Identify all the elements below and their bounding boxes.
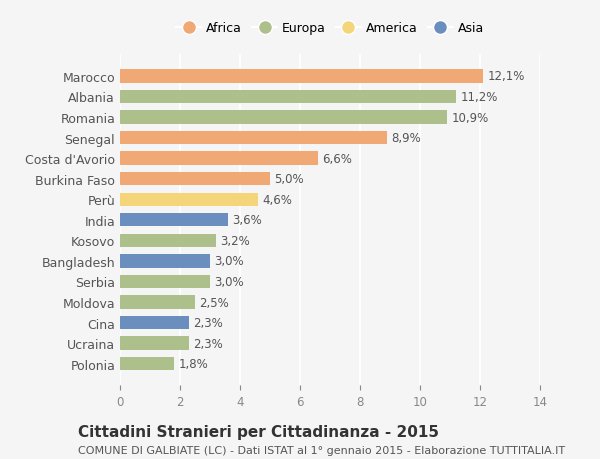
Legend: Africa, Europa, America, Asia: Africa, Europa, America, Asia: [172, 18, 488, 39]
Text: 2,3%: 2,3%: [193, 316, 223, 330]
Bar: [120, 90, 456, 104]
Bar: [120, 193, 258, 207]
Text: 4,6%: 4,6%: [263, 193, 292, 206]
Text: 1,8%: 1,8%: [179, 358, 208, 370]
Text: 3,0%: 3,0%: [215, 255, 244, 268]
Bar: [120, 316, 189, 330]
Bar: [120, 213, 228, 227]
Text: 6,6%: 6,6%: [323, 152, 352, 165]
Text: 5,0%: 5,0%: [275, 173, 304, 186]
Bar: [120, 234, 216, 247]
Text: 2,5%: 2,5%: [199, 296, 229, 309]
Text: 3,6%: 3,6%: [233, 214, 262, 227]
Text: COMUNE DI GALBIATE (LC) - Dati ISTAT al 1° gennaio 2015 - Elaborazione TUTTITALI: COMUNE DI GALBIATE (LC) - Dati ISTAT al …: [78, 445, 565, 455]
Bar: [120, 357, 174, 370]
Bar: [120, 173, 270, 186]
Text: 8,9%: 8,9%: [392, 132, 421, 145]
Bar: [120, 337, 189, 350]
Text: 11,2%: 11,2%: [461, 91, 498, 104]
Bar: [120, 132, 387, 145]
Text: 3,0%: 3,0%: [215, 275, 244, 288]
Text: 10,9%: 10,9%: [452, 111, 489, 124]
Bar: [120, 152, 318, 165]
Text: 3,2%: 3,2%: [221, 235, 250, 247]
Bar: [120, 111, 447, 124]
Bar: [120, 296, 195, 309]
Text: 2,3%: 2,3%: [193, 337, 223, 350]
Bar: [120, 255, 210, 268]
Bar: [120, 70, 483, 84]
Bar: [120, 275, 210, 289]
Text: Cittadini Stranieri per Cittadinanza - 2015: Cittadini Stranieri per Cittadinanza - 2…: [78, 425, 439, 440]
Text: 12,1%: 12,1%: [487, 70, 525, 83]
